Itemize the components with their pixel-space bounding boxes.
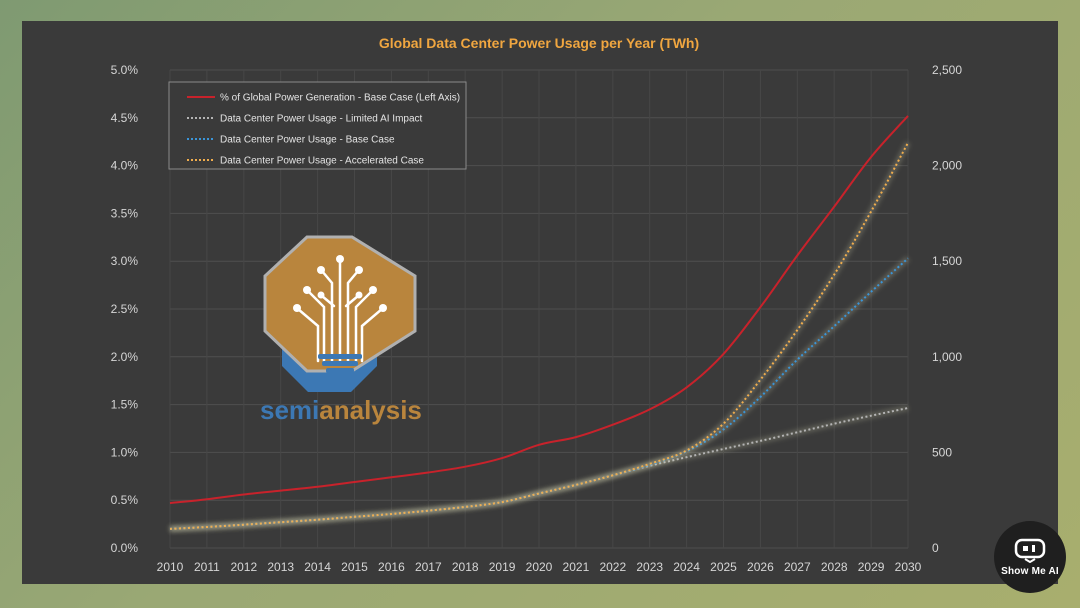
x-tick-label: 2014 — [304, 560, 331, 574]
logo-text-semi: semi — [260, 395, 319, 425]
series-line-3 — [169, 142, 909, 530]
x-tick-label: 2012 — [230, 560, 257, 574]
robot-face-icon — [1014, 538, 1046, 563]
chart-panel: Global Data Center Power Usage per Year … — [22, 21, 1066, 593]
x-tick-label: 2016 — [378, 560, 405, 574]
legend-label: Data Center Power Usage - Accelerated Ca… — [220, 156, 424, 167]
x-tick-label: 2018 — [452, 560, 479, 574]
right-tick-label: 1,500 — [932, 254, 962, 268]
x-tick-label: 2013 — [267, 560, 294, 574]
show-me-ai-badge: Show Me AI — [994, 521, 1066, 593]
x-tick-label: 2030 — [895, 560, 922, 574]
right-tick-label: 0 — [932, 541, 939, 555]
x-tick-label: 2026 — [747, 560, 774, 574]
left-axis-ticks: 0.0% 0.5% 1.0% 1.5% 2.0% 2.5% 3.0% 3.5% 4.0% 4.5%… — [111, 63, 139, 555]
right-tick-label: 2,500 — [932, 63, 962, 77]
left-tick-label: 1.5% — [111, 398, 139, 412]
x-tick-label: 2011 — [194, 560, 220, 574]
semianalysis-logo: semianalysis — [260, 235, 422, 425]
x-tick-label: 2028 — [821, 560, 848, 574]
left-tick-label: 4.0% — [111, 159, 139, 173]
x-tick-label: 2022 — [599, 560, 626, 574]
left-tick-label: 0.5% — [111, 493, 139, 507]
left-tick-label: 0.0% — [111, 541, 139, 555]
x-tick-label: 2010 — [157, 560, 184, 574]
right-tick-label: 2,000 — [932, 159, 962, 173]
left-tick-label: 2.5% — [111, 302, 139, 316]
x-axis-ticks: 2010 2011 2012 2013 2014 2015 2016 2017 2018 2019… — [157, 560, 922, 574]
svg-text:semianalysis: semianalysis — [260, 395, 422, 425]
x-tick-label: 2019 — [489, 560, 516, 574]
x-tick-label: 2023 — [636, 560, 663, 574]
x-tick-label: 2021 — [563, 560, 590, 574]
legend: % of Global Power Generation - Base Case… — [168, 81, 467, 170]
chart: Global Data Center Power Usage per Year … — [111, 35, 963, 574]
series-line-0 — [169, 115, 909, 505]
right-axis-ticks: 0 500 1,000 1,500 2,000 2,500 — [932, 63, 962, 555]
right-tick-label: 500 — [932, 445, 952, 459]
left-tick-label: 5.0% — [111, 63, 139, 77]
x-tick-label: 2024 — [673, 560, 700, 574]
x-tick-label: 2025 — [710, 560, 737, 574]
legend-label: % of Global Power Generation - Base Case… — [220, 93, 460, 104]
x-tick-label: 2020 — [526, 560, 553, 574]
x-tick-label: 2015 — [341, 560, 368, 574]
x-tick-label: 2029 — [858, 560, 885, 574]
badge-text: Show Me AI — [1001, 566, 1059, 577]
logo-text-analysis: analysis — [319, 395, 422, 425]
legend-label: Data Center Power Usage - Base Case — [220, 135, 395, 146]
legend-label: Data Center Power Usage - Limited AI Imp… — [220, 114, 423, 125]
chart-title: Global Data Center Power Usage per Year … — [379, 35, 699, 51]
left-tick-label: 3.0% — [111, 254, 139, 268]
x-tick-label: 2017 — [415, 560, 442, 574]
left-tick-label: 4.5% — [111, 111, 139, 125]
series-lines — [169, 115, 911, 532]
left-tick-label: 2.0% — [111, 350, 139, 364]
legend-box — [168, 81, 467, 170]
left-tick-label: 1.0% — [111, 445, 139, 459]
left-tick-label: 3.5% — [111, 206, 139, 220]
x-tick-label: 2027 — [784, 560, 811, 574]
right-tick-label: 1,000 — [932, 350, 962, 364]
